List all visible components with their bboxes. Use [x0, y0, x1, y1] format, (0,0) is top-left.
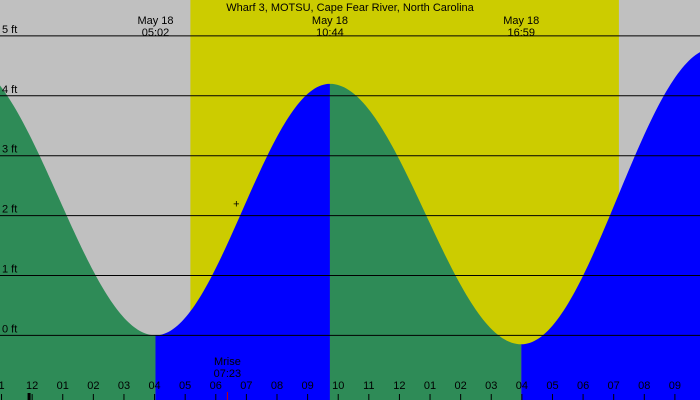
- x-tick-label: 06: [577, 380, 589, 392]
- y-axis-labels: 0 ft 1 ft 2 ft 3 ft 4 ft 5 ft: [2, 24, 17, 335]
- falling-tide-area: [0, 85, 156, 400]
- x-tick-label: 10: [332, 380, 344, 392]
- x-tick-label: 08: [271, 380, 283, 392]
- y-tick-label: 1 ft: [2, 263, 17, 275]
- x-tick-label: 06: [210, 380, 222, 392]
- x-tick-label: 07: [240, 380, 252, 392]
- y-tick-label: 3 ft: [2, 144, 17, 156]
- x-tick-label: 05: [546, 380, 558, 392]
- x-tick-label: 08: [638, 380, 650, 392]
- x-tick-label: 03: [118, 380, 130, 392]
- y-tick-label: 0 ft: [2, 323, 17, 335]
- x-tick-label: 11: [363, 380, 374, 392]
- now-tick: [27, 393, 31, 400]
- gridlines: [0, 35, 700, 336]
- x-tick-label: 05: [179, 380, 191, 392]
- moonrise-label: Mrise: [214, 356, 241, 368]
- extreme-time-label: 05:02: [142, 27, 170, 39]
- x-tick-label: 04: [148, 380, 160, 392]
- rising-tide-area: [155, 83, 330, 400]
- moonrise-time: 07:23: [214, 368, 242, 380]
- extreme-date-label: May 18: [137, 15, 173, 27]
- x-tick-label: 02: [455, 380, 467, 392]
- x-tick-label: 02: [87, 380, 99, 392]
- x-tick-label: 03: [485, 380, 497, 392]
- y-tick-label: 2 ft: [2, 204, 17, 216]
- x-tick-label: 09: [301, 380, 313, 392]
- extreme-date-label: May 18: [312, 15, 348, 27]
- rising-tide-area: [521, 52, 700, 400]
- chart-title: Wharf 3, MOTSU, Cape Fear River, North C…: [226, 2, 474, 14]
- x-tick-label: 09: [669, 380, 681, 392]
- x-tick-label: 1: [0, 380, 5, 392]
- tide-areas: [0, 52, 700, 400]
- current-level-marker: +: [233, 199, 239, 211]
- extreme-time-label: 10:44: [316, 27, 344, 39]
- x-tick-label: 01: [424, 380, 436, 392]
- extreme-date-label: May 18: [503, 15, 539, 27]
- y-tick-label: 4 ft: [2, 84, 17, 96]
- x-tick-label: 04: [516, 380, 528, 392]
- y-tick-label: 5 ft: [2, 24, 17, 36]
- x-tick-label: 01: [57, 380, 69, 392]
- moonrise-marker: Mrise 07:23: [214, 356, 242, 400]
- x-axis-ticks: 1 12 01 02 03 04 05 06 07 08 09 10 11 12 01 02 03 04 05 06 0…: [0, 380, 681, 400]
- x-tick-label: 12: [393, 380, 405, 392]
- falling-tide-area: [329, 83, 522, 400]
- extreme-time-label: 16:59: [507, 27, 535, 39]
- x-tick-label: 07: [608, 380, 620, 392]
- x-tick-label: 12: [26, 380, 38, 392]
